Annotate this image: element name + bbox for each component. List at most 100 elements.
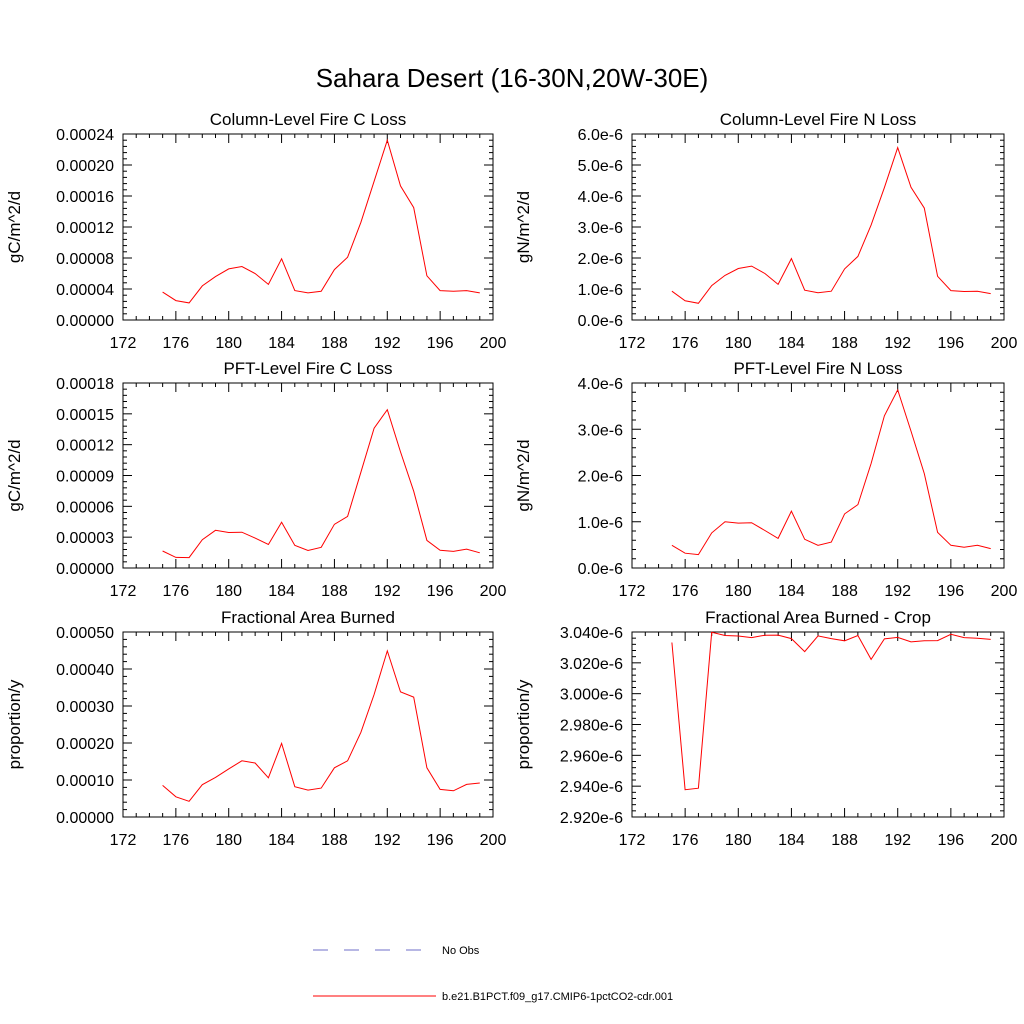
x-tick-label: 180 [725,583,752,600]
y-tick-label: 0.00030 [56,699,114,716]
y-tick-label: 0.0e-6 [578,561,623,578]
y-tick-label: 2.940e-6 [560,779,623,796]
x-tick-label: 184 [778,335,805,352]
y-tick-label: 3.0e-6 [578,220,623,237]
panel-title: Column-Level Fire N Loss [720,110,917,129]
x-tick-label: 176 [163,832,190,849]
y-tick-label: 2.0e-6 [578,469,623,486]
y-tick-label: 3.020e-6 [560,656,623,673]
y-tick-label: 3.0e-6 [578,422,623,439]
x-tick-label: 196 [938,335,965,352]
y-tick-label: 3.000e-6 [560,687,623,704]
series-line [671,631,991,791]
x-tick-label: 172 [110,583,137,600]
panel-title: PFT-Level Fire C Loss [223,359,392,378]
x-tick-label: 188 [831,335,858,352]
x-tick-label: 184 [778,832,805,849]
x-tick-label: 196 [427,335,454,352]
y-axis-label: gC/m^2/d [5,191,24,263]
y-tick-label: 0.00000 [56,313,114,330]
plot-frame [122,382,494,569]
y-tick-label: 0.00024 [56,127,114,144]
x-tick-label: 180 [215,335,242,352]
x-tick-label: 176 [672,335,699,352]
y-tick-label: 0.00012 [56,220,114,237]
y-tick-label: 0.00016 [56,189,114,206]
x-tick-label: 172 [619,583,646,600]
panel-title: Fractional Area Burned - Crop [705,608,931,627]
x-tick-label: 196 [427,583,454,600]
x-tick-label: 184 [268,335,295,352]
y-tick-label: 0.00015 [56,407,114,424]
series-line [162,649,480,802]
x-tick-label: 196 [938,583,965,600]
y-tick-label: 0.00020 [56,158,114,175]
y-tick-label: 0.00006 [56,499,114,516]
x-tick-label: 184 [268,832,295,849]
x-tick-label: 196 [938,832,965,849]
x-tick-label: 176 [163,583,190,600]
chart-panel-1: Column-Level Fire C Loss gC/m^2/d 172 176 18… [5,110,506,352]
panel-title: PFT-Level Fire N Loss [733,359,902,378]
legend-label-no-obs: No Obs [442,945,480,957]
y-tick-label: 2.920e-6 [560,810,623,827]
x-tick-label: 192 [884,335,911,352]
y-tick-label: 0.00004 [56,282,114,299]
x-tick-label: 180 [215,583,242,600]
chart-panel-6: Fractional Area Burned - Crop proportion/… [514,608,1017,849]
y-axis-label: gN/m^2/d [514,439,533,511]
series-line [162,138,480,304]
x-tick-label: 196 [427,832,454,849]
y-axis-label: proportion/y [5,679,24,769]
x-tick-label: 184 [778,583,805,600]
series-line [671,388,991,556]
y-tick-label: 0.00012 [56,438,114,455]
y-axis-label: gC/m^2/d [5,439,24,511]
y-tick-label: 2.980e-6 [560,718,623,735]
x-tick-label: 192 [374,335,401,352]
plot-frame [122,631,494,818]
x-tick-label: 176 [163,335,190,352]
x-tick-label: 200 [480,583,507,600]
y-tick-label: 1.0e-6 [578,515,623,532]
x-tick-label: 192 [884,583,911,600]
chart-panel-5: Fractional Area Burned proportion/y 172 176… [5,608,506,849]
legend: No Obs b.e21.B1PCT.f09_g17.CMIP6-1pctCO2… [313,945,673,1003]
x-tick-label: 180 [725,335,752,352]
y-tick-label: 0.00020 [56,736,114,753]
panel-title: Column-Level Fire C Loss [210,110,407,129]
y-tick-label: 0.00040 [56,662,114,679]
series-line [162,408,480,559]
y-tick-label: 2.0e-6 [578,251,623,268]
y-tick-label: 0.00010 [56,773,114,790]
plot-frame [122,133,494,321]
plot-frame [631,382,1005,569]
chart-panel-4: PFT-Level Fire N Loss gN/m^2/d 172 176 180 18… [514,359,1017,600]
x-tick-label: 172 [110,832,137,849]
y-tick-label: 2.960e-6 [560,748,623,765]
x-tick-label: 200 [991,583,1018,600]
panels: Column-Level Fire C Loss gC/m^2/d 172 176 18… [5,110,1017,849]
x-tick-label: 192 [374,832,401,849]
x-tick-label: 176 [672,832,699,849]
x-tick-label: 200 [991,335,1018,352]
x-tick-label: 180 [725,832,752,849]
x-tick-label: 172 [619,335,646,352]
x-tick-label: 172 [110,335,137,352]
y-tick-label: 0.00003 [56,530,114,547]
x-tick-label: 188 [831,832,858,849]
x-tick-label: 192 [374,583,401,600]
y-tick-label: 0.00008 [56,251,114,268]
y-tick-label: 0.00000 [56,561,114,578]
x-tick-label: 188 [321,832,348,849]
y-tick-label: 0.00000 [56,810,114,827]
y-tick-label: 4.0e-6 [578,189,623,206]
figure-title: Sahara Desert (16-30N,20W-30E) [316,63,709,93]
x-tick-label: 188 [831,583,858,600]
y-tick-label: 0.00009 [56,469,114,486]
y-tick-label: 5.0e-6 [578,158,623,175]
x-tick-label: 176 [672,583,699,600]
x-tick-label: 188 [321,335,348,352]
y-tick-label: 4.0e-6 [578,376,623,393]
